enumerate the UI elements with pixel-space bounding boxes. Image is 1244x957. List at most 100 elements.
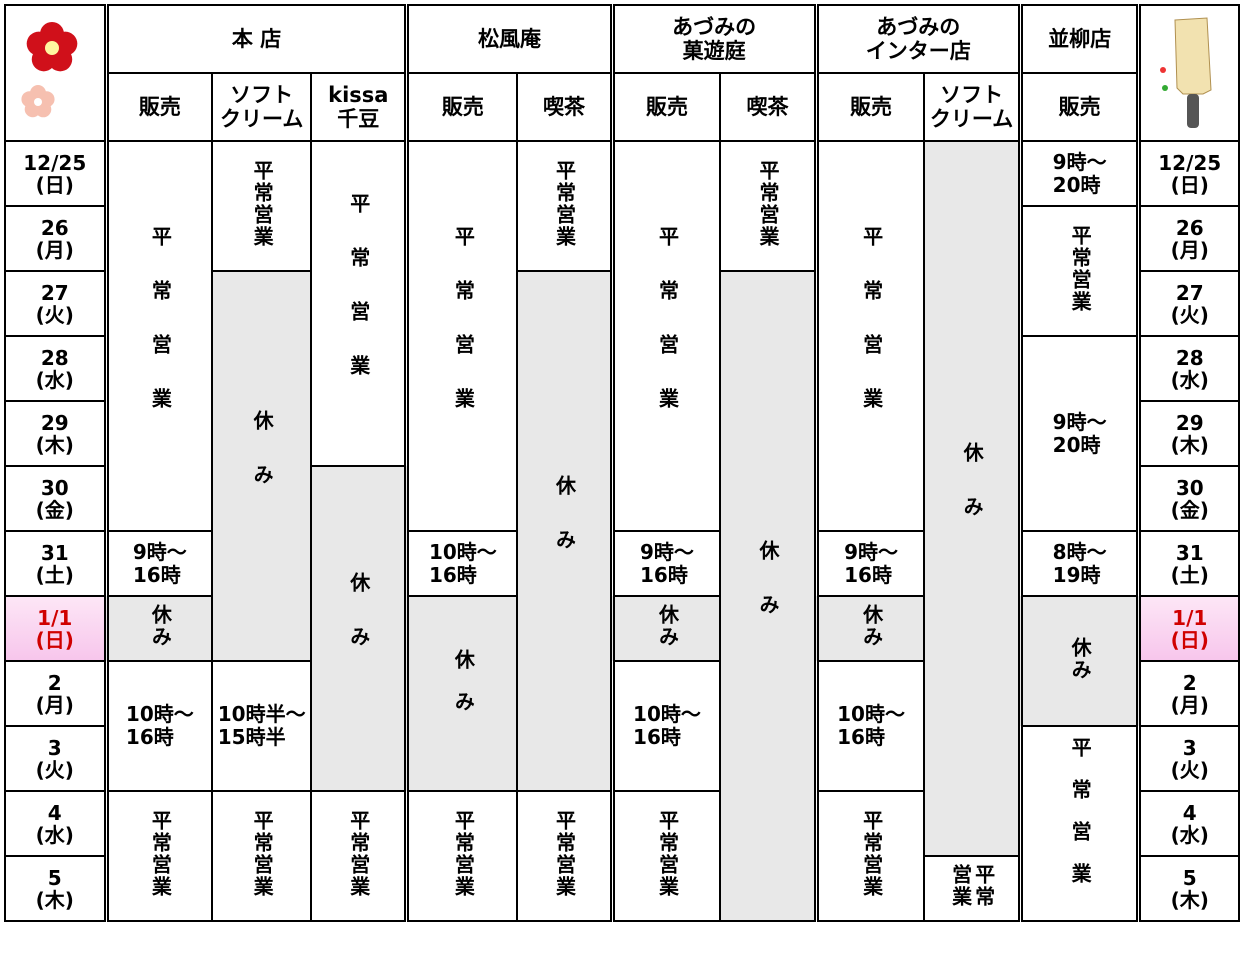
hours-cell: 平常営業 bbox=[1017, 725, 1140, 922]
date-row: 1/1 (日) 休み 休み 休み 休み 休み 1/1 (日) bbox=[4, 595, 1241, 792]
date-row: 31 (土) 9時～ 16時 10時～ 16時 9時～ 16時 9時～ 16時 8時～ 19… bbox=[4, 530, 1241, 597]
date-cell-left: 30 (金) bbox=[4, 465, 107, 532]
date-weekday: (日) bbox=[1170, 172, 1209, 197]
date-row: 26 (月) 平常営業 26 (月) bbox=[4, 205, 1241, 337]
column-name: 喫茶 bbox=[516, 72, 614, 142]
cell-text: 平常営業 bbox=[1068, 224, 1093, 313]
date-cell-left: 4 (水) bbox=[4, 790, 107, 857]
cell-text: 休み bbox=[552, 474, 577, 583]
date-weekday: (火) bbox=[35, 302, 74, 327]
column-name: ソフト クリーム bbox=[211, 72, 313, 142]
date-day: 4 bbox=[1182, 800, 1197, 825]
date-cell-left: 2 (月) bbox=[4, 660, 107, 727]
date-weekday: (月) bbox=[1170, 692, 1209, 717]
cell-text: 8時～ 19時 bbox=[1052, 539, 1107, 587]
date-weekday: (火) bbox=[35, 757, 74, 782]
date-row: 3 (火) 平常営業 3 (火) bbox=[4, 725, 1241, 922]
date-weekday: (土) bbox=[35, 562, 74, 587]
date-cell-right: 26 (月) bbox=[1136, 205, 1241, 272]
cell-text: 平常 営業 bbox=[948, 864, 996, 908]
date-day: 3 bbox=[47, 735, 62, 760]
date-weekday: (土) bbox=[1170, 562, 1209, 587]
hours-cell: 10時半～ 15時半 bbox=[211, 660, 313, 792]
store-name: 松風庵 bbox=[404, 4, 614, 74]
cell-text: 休み bbox=[346, 572, 371, 680]
date-day: 3 bbox=[1182, 735, 1197, 760]
date-row: 27 (火) 休み 休み 休み 27 (火) bbox=[4, 270, 1241, 922]
hours-cell: 平常営業 bbox=[211, 140, 313, 272]
hours-cell: 平常営業 bbox=[310, 140, 408, 467]
date-cell-right: 27 (火) bbox=[1136, 270, 1241, 337]
date-weekday: (月) bbox=[35, 237, 74, 262]
cell-text: 9時～ 16時 bbox=[640, 539, 694, 587]
cell-text: 休み bbox=[756, 539, 781, 648]
hours-cell: 平常営業 bbox=[404, 790, 519, 922]
date-weekday: (水) bbox=[35, 367, 74, 392]
hours-cell: 10時～ 16時 bbox=[813, 660, 926, 792]
cell-text: 平常営業 bbox=[655, 225, 680, 442]
date-day: 30 bbox=[40, 475, 69, 500]
date-cell-right: 30 (金) bbox=[1136, 465, 1241, 532]
closed-cell: 休み bbox=[719, 270, 818, 922]
date-day: 2 bbox=[1182, 670, 1197, 695]
cell-text: 平常営業 bbox=[552, 809, 577, 898]
date-day: 27 bbox=[1175, 280, 1204, 305]
cell-text: 平常営業 bbox=[451, 225, 476, 442]
date-day: 5 bbox=[47, 865, 62, 890]
date-day: 1/1 bbox=[37, 605, 73, 630]
hours-cell: 平常営業 bbox=[1017, 205, 1140, 337]
cell-text: 平常営業 bbox=[346, 809, 371, 898]
date-weekday: (火) bbox=[1170, 757, 1209, 782]
hours-cell: 10時～ 16時 bbox=[404, 530, 519, 597]
date-cell-left: 1/1 (日) bbox=[4, 595, 107, 662]
cell-text: 平常営業 bbox=[1068, 737, 1093, 905]
date-cell-left: 26 (月) bbox=[4, 205, 107, 272]
date-cell-right: 2 (月) bbox=[1136, 660, 1241, 727]
date-day: 1/1 bbox=[1172, 605, 1208, 630]
column-name: 販売 bbox=[609, 72, 722, 142]
column-name: 販売 bbox=[404, 72, 519, 142]
date-weekday: (金) bbox=[35, 497, 74, 522]
date-weekday: (日) bbox=[35, 627, 74, 652]
cell-text: 平常営業 bbox=[756, 159, 781, 248]
date-cell-right: 1/1 (日) bbox=[1136, 595, 1241, 662]
hours-cell: 平常営業 bbox=[719, 140, 818, 272]
hours-cell: 9時～ 16時 bbox=[609, 530, 722, 597]
column-name: ソフト クリーム bbox=[923, 72, 1022, 142]
date-day: 29 bbox=[1175, 410, 1204, 435]
date-day: 26 bbox=[40, 215, 69, 240]
hours-cell: 平常営業 bbox=[310, 790, 408, 922]
schedule-table: 本 店松風庵 あづみの 菓遊庭 あづみの インター店 並柳店 販売 ソフト クリーム kis… bbox=[4, 4, 1241, 922]
cell-text: 10時半～ 15時半 bbox=[217, 702, 306, 749]
closed-cell: 休み bbox=[1017, 595, 1140, 727]
cell-text: 10時～ 16時 bbox=[125, 702, 194, 749]
store-name: 並柳店 bbox=[1017, 4, 1140, 74]
date-weekday: (木) bbox=[1170, 432, 1209, 457]
cell-text: 平常営業 bbox=[250, 159, 275, 248]
header-row: 本 店松風庵 あづみの 菓遊庭 あづみの インター店 並柳店 bbox=[4, 4, 1241, 142]
date-weekday: (月) bbox=[1170, 237, 1209, 262]
hours-cell: 8時～ 19時 bbox=[1017, 530, 1140, 597]
date-cell-right: 3 (火) bbox=[1136, 725, 1241, 792]
date-row: 4 (水) 平常営業 平常営業 平常営業 平常営業 平常営業 平常営業 平常営業 4 (水) bbox=[4, 790, 1241, 922]
cell-text: 休み bbox=[960, 442, 985, 550]
date-weekday: (水) bbox=[1170, 367, 1209, 392]
cell-text: 10時～ 16時 bbox=[837, 702, 905, 749]
date-day: 27 bbox=[40, 280, 69, 305]
store-name: あづみの 菓遊庭 bbox=[609, 4, 818, 74]
column-name: 喫茶 bbox=[719, 72, 818, 142]
cell-text: 休み bbox=[859, 604, 884, 648]
date-day: 5 bbox=[1182, 865, 1197, 890]
hours-cell: 平常営業 bbox=[516, 140, 614, 272]
date-cell-left: 29 (木) bbox=[4, 400, 107, 467]
hours-cell: 平常営業 bbox=[404, 140, 519, 532]
hours-cell: 平常営業 bbox=[516, 790, 614, 922]
cell-text: 休み bbox=[148, 604, 173, 648]
cell-text: 10時～ 16時 bbox=[428, 539, 497, 587]
date-cell-left: 3 (火) bbox=[4, 725, 107, 792]
date-day: 12/25 bbox=[1158, 150, 1222, 175]
closed-cell: 休み bbox=[609, 595, 722, 662]
hours-cell: 平常営業 bbox=[103, 140, 214, 532]
date-weekday: (木) bbox=[1170, 887, 1209, 912]
hours-cell: 平常 営業 bbox=[923, 855, 1022, 922]
